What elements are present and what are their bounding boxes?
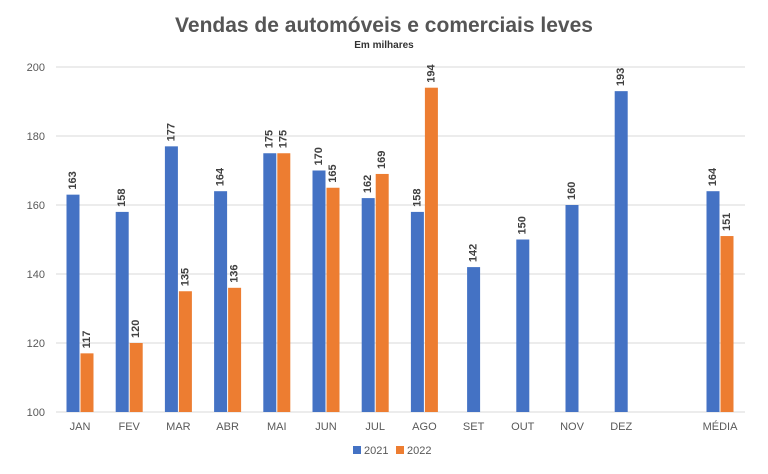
bar-2022 xyxy=(277,153,291,412)
bar-2021 xyxy=(467,267,481,412)
data-label: 193 xyxy=(615,68,627,86)
bar-2022 xyxy=(375,173,389,412)
data-label: 165 xyxy=(327,164,339,182)
bar-2021 xyxy=(361,198,375,412)
x-tick-label: SET xyxy=(463,421,485,433)
x-tick-label: OUT xyxy=(511,421,535,433)
data-label: 160 xyxy=(566,182,578,200)
data-label: 142 xyxy=(468,244,480,262)
bar-2022 xyxy=(228,287,242,412)
x-tick-label: ABR xyxy=(216,421,239,433)
data-label: 151 xyxy=(721,213,733,231)
data-label: 117 xyxy=(81,331,93,349)
bar-2021 xyxy=(312,170,326,412)
bar-2022 xyxy=(720,236,734,412)
bar-2021 xyxy=(614,91,628,413)
data-label: 194 xyxy=(425,63,437,82)
bar-2021 xyxy=(115,211,129,412)
data-label: 169 xyxy=(376,151,388,169)
bar-2022 xyxy=(80,353,94,412)
x-tick-label: NOV xyxy=(560,421,585,433)
chart-subtitle: Em milhares xyxy=(354,40,414,51)
bar-2022 xyxy=(424,87,438,412)
legend-label: 2021 xyxy=(364,445,388,457)
x-tick-label: DEZ xyxy=(610,421,632,433)
y-tick-label: 180 xyxy=(27,131,45,143)
x-tick-label: MAI xyxy=(267,421,287,433)
data-label: 162 xyxy=(362,175,374,193)
data-label: 120 xyxy=(130,320,142,338)
x-tick-label: AGO xyxy=(412,421,437,433)
bar-2021 xyxy=(706,191,720,412)
bar-2021 xyxy=(66,194,80,412)
bar-2021 xyxy=(164,146,178,412)
y-tick-label: 200 xyxy=(27,62,45,74)
x-tick-label: MAR xyxy=(166,421,191,433)
data-label: 175 xyxy=(278,130,290,148)
y-tick-label: 160 xyxy=(27,200,45,212)
y-tick-label: 140 xyxy=(27,269,45,281)
data-label: 175 xyxy=(264,130,276,148)
bar-2021 xyxy=(214,191,228,412)
data-label: 158 xyxy=(116,189,128,207)
data-label: 136 xyxy=(229,264,241,282)
legend-label: 2022 xyxy=(407,445,431,457)
x-tick-label: JAN xyxy=(70,421,91,433)
data-label: 163 xyxy=(67,171,79,189)
legend-swatch xyxy=(396,446,404,454)
x-tick-label: JUN xyxy=(315,421,336,433)
bar-2021 xyxy=(516,239,530,412)
x-tick-label: JUL xyxy=(365,421,385,433)
y-tick-label: 120 xyxy=(27,338,45,350)
x-tick-label: FEV xyxy=(118,421,140,433)
bar-2022 xyxy=(178,291,192,412)
legend-swatch xyxy=(353,446,361,454)
data-label: 170 xyxy=(313,147,325,165)
data-label: 150 xyxy=(517,216,529,234)
bar-2022 xyxy=(326,187,340,412)
data-label: 158 xyxy=(411,189,423,207)
x-tick-label: MÉDIA xyxy=(703,420,739,433)
bar-2022 xyxy=(129,343,143,412)
data-label: 177 xyxy=(165,123,177,141)
bar-2021 xyxy=(410,211,424,412)
data-label: 135 xyxy=(179,268,191,286)
bar-2021 xyxy=(565,205,579,412)
bar-2021 xyxy=(263,153,277,412)
chart-title: Vendas de automóveis e comerciais leves xyxy=(175,14,593,37)
data-label: 164 xyxy=(707,167,719,186)
y-tick-label: 100 xyxy=(27,407,45,419)
data-label: 164 xyxy=(215,167,227,186)
